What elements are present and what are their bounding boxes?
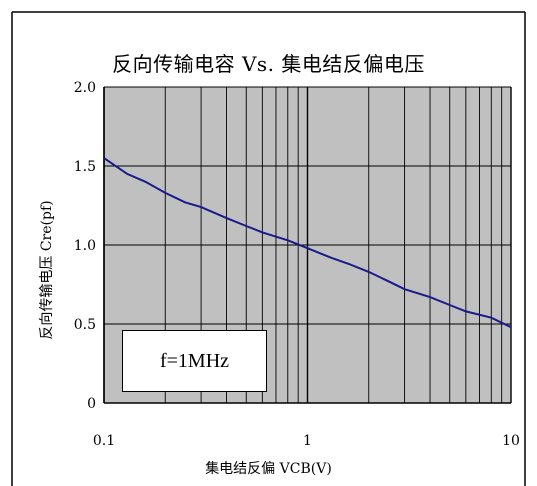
x-tick-label: 0.1 <box>93 433 115 449</box>
curve-point <box>225 217 228 219</box>
curve-point <box>245 225 248 227</box>
curve-point <box>510 326 512 328</box>
chart-title: 反向传输电容 Vs. 集电结反偏电压 <box>112 52 425 76</box>
curve-point <box>286 239 289 242</box>
y-tick-label: 1.0 <box>74 238 96 254</box>
curve-point <box>490 316 493 319</box>
x-tick-label: 10 <box>502 433 520 449</box>
x-axis-label: 集电结反偏 VCB(V) <box>205 461 332 477</box>
curve-point <box>329 256 332 259</box>
curve-point <box>200 206 202 208</box>
curve-point <box>144 181 147 183</box>
curve-point <box>367 271 370 273</box>
y-tick-label: 1.5 <box>74 159 96 175</box>
curve-point <box>465 310 467 313</box>
curve-point <box>103 157 105 159</box>
curve-point <box>387 280 390 283</box>
frequency-annotation: f=1MHz <box>122 330 267 392</box>
curve-point <box>348 263 350 265</box>
y-tick-label: 0.5 <box>74 317 96 333</box>
y-tick-label: 0 <box>87 396 96 412</box>
curve-point <box>126 173 128 175</box>
curve-point <box>403 288 406 291</box>
y-axis-label-text: 反向传输电压 Cre(pf) <box>39 200 55 340</box>
curve-point <box>184 201 186 204</box>
curve-point <box>261 231 264 234</box>
y-tick-label: 2.0 <box>74 80 96 96</box>
curve-point <box>429 296 431 298</box>
curve-point <box>448 304 451 306</box>
plot-area: 2.0 1.5 1.0 0.5 0 0.1 1 10 <box>74 80 520 449</box>
curve-point <box>306 247 309 249</box>
curve-point <box>164 192 167 194</box>
x-tick-label: 1 <box>303 433 312 449</box>
